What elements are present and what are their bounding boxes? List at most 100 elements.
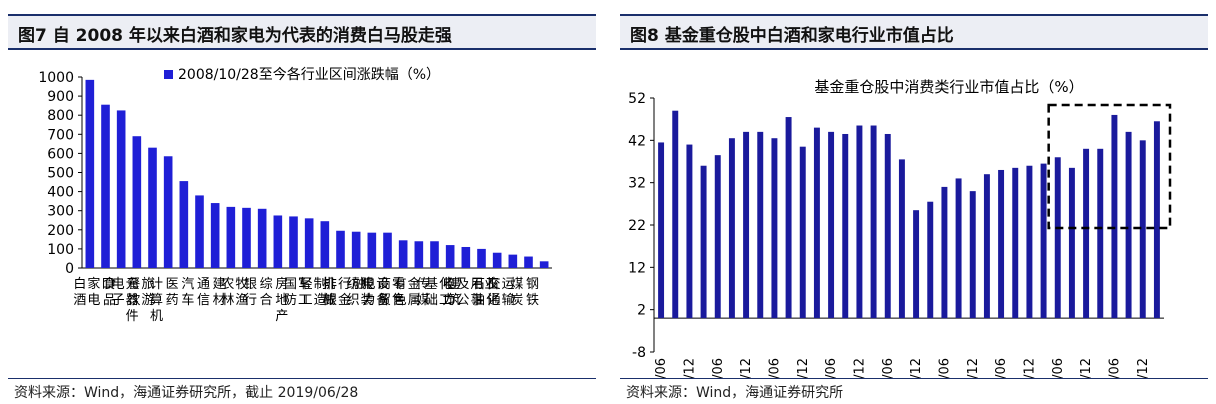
highlight-dashed-box — [1047, 103, 1172, 230]
bar-12 — [813, 127, 820, 319]
x-tick-label: 14/12 — [909, 358, 924, 378]
bar-14 — [842, 133, 849, 319]
bar-31 — [1083, 148, 1090, 319]
x-tick-label: 11/06 — [711, 358, 726, 378]
bar-26 — [477, 248, 486, 268]
bar-20 — [383, 232, 392, 268]
x-tick-label: 12/12 — [796, 358, 811, 378]
x-category-label: 轻工制造 — [300, 277, 327, 308]
bar-30 — [539, 261, 549, 268]
bar-35 — [1139, 140, 1146, 319]
bar-1 — [658, 142, 665, 319]
bar-5 — [148, 147, 157, 268]
right-panel: 图8 基金重仓股中白酒和家电行业市值占比 基金重仓股中消费类行业市值占比（%） -… — [612, 0, 1216, 404]
y-tick-label: 600 — [47, 146, 74, 162]
bar-11 — [242, 207, 251, 268]
x-category-label: 国防军工 — [284, 277, 311, 308]
x-category-label: 白酒家电口 — [73, 276, 114, 308]
x-category-label: 医药 — [166, 277, 179, 308]
bar-15 — [304, 218, 314, 268]
chart-inner-title: 基金重仓股中消费类行业市值占比（%） — [814, 78, 1083, 96]
x-category-label: 通信 — [197, 277, 210, 308]
x-tick-label: 17/12 — [1079, 358, 1094, 378]
y-tick-label: 400 — [47, 185, 74, 201]
x-tick-label: 10/06 — [654, 358, 669, 378]
x-category-label: 传媒 — [416, 277, 429, 308]
bar-34 — [1125, 131, 1132, 319]
bar-20 — [927, 201, 934, 319]
right-source-rule — [620, 378, 1208, 379]
x-tick-label: 16/06 — [994, 358, 1009, 378]
bar-19 — [367, 232, 377, 268]
x-category-label: 综合 — [260, 277, 273, 308]
bar-22 — [414, 241, 424, 268]
bar-2 — [672, 110, 679, 319]
x-tick-label: 17/06 — [1051, 358, 1066, 378]
bar-23 — [430, 241, 439, 268]
y-tick-label: 0 — [65, 261, 74, 277]
legend-label: 2008/10/28至今各行业区间涨跌幅（%） — [178, 67, 440, 83]
y-tick-label: 800 — [47, 108, 74, 124]
bar-28 — [508, 254, 518, 268]
bar-6 — [728, 138, 735, 319]
bar-29 — [524, 256, 533, 268]
y-tick-label: 32 — [628, 176, 646, 192]
bar-10 — [785, 117, 792, 319]
x-tick-label: 15/06 — [937, 358, 952, 378]
right-title-bar: 图8 基金重仓股中白酒和家电行业市值占比 — [620, 14, 1208, 50]
y-tick-label: 900 — [47, 89, 74, 105]
y-tick-label: 42 — [628, 133, 646, 149]
bar-8 — [757, 131, 764, 319]
left-source-note: 资料来源：Wind，海通证券研究所，截止 2019/06/28 — [14, 385, 359, 401]
bar-16 — [320, 221, 330, 268]
bar-4 — [700, 165, 707, 319]
bar-30 — [1068, 167, 1075, 319]
bar-18 — [351, 231, 361, 268]
x-tick-label: 10/12 — [682, 358, 697, 378]
bar-19 — [913, 210, 920, 319]
bar-13 — [828, 131, 835, 319]
x-category-label: 有色金属 — [394, 276, 421, 308]
bar-4 — [132, 136, 142, 268]
left-figure-title: 图7 自 2008 年以来白酒和家电为代表的消费白马股走强 — [18, 26, 452, 46]
x-category-label: 钢铁 — [526, 277, 539, 308]
bar-18 — [898, 159, 905, 319]
y-tick-label: 700 — [47, 127, 74, 143]
bar-5 — [714, 155, 721, 319]
bar-6 — [163, 156, 173, 268]
bar-3 — [686, 144, 693, 319]
bar-9 — [210, 203, 220, 268]
x-category-label: 汽车 — [181, 277, 194, 308]
x-category-label: 房地产 — [275, 276, 288, 324]
bar-25 — [461, 246, 471, 268]
bar-15 — [856, 125, 863, 319]
legend-swatch — [164, 70, 173, 79]
x-category-label: 建材 — [213, 277, 226, 308]
bar-23 — [969, 191, 976, 319]
bar-12 — [257, 208, 267, 268]
bar-21 — [941, 186, 948, 319]
x-category-label: 建筑 — [448, 277, 461, 308]
bar-26 — [1012, 167, 1019, 319]
bar-1 — [85, 79, 95, 269]
bar-2 — [101, 104, 110, 268]
x-category-label: 电子元器件 — [112, 277, 139, 324]
bar-13 — [273, 215, 283, 268]
y-tick-label: 12 — [628, 260, 646, 276]
y-tick-label: 22 — [628, 218, 646, 234]
y-tick-label: 52 — [628, 91, 646, 107]
y-tick-label: 300 — [47, 204, 74, 220]
x-category-label: 农林牧渔 — [221, 277, 248, 308]
x-category-label: 纺织服装 — [347, 277, 374, 308]
right-figure-title: 图8 基金重仓股中白酒和家电行业市值占比 — [630, 26, 954, 46]
x-tick-label: 11/12 — [739, 358, 754, 378]
bar-22 — [955, 178, 962, 319]
bar-9 — [771, 138, 778, 319]
x-category-label: 电力及公用事业 — [442, 277, 497, 308]
x-tick-label: 13/06 — [824, 358, 839, 378]
bar-21 — [398, 240, 408, 268]
y-tick-label: -8 — [632, 345, 646, 361]
bar-27 — [492, 252, 502, 268]
bar-24 — [983, 174, 990, 319]
y-tick-label: 100 — [47, 242, 74, 258]
